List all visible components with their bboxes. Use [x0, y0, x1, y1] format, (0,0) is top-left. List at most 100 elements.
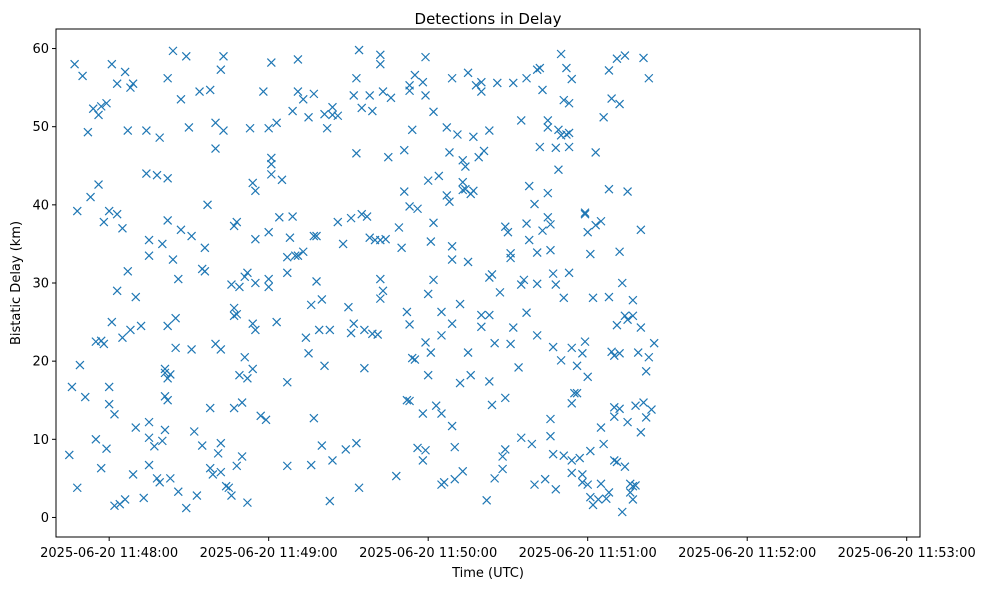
data-point	[328, 102, 337, 112]
data-point	[514, 362, 523, 372]
data-point	[250, 278, 260, 288]
data-point	[131, 423, 141, 433]
data-point	[240, 352, 250, 362]
data-point	[620, 311, 630, 321]
data-point	[293, 55, 303, 64]
data-point	[349, 319, 359, 329]
data-point	[463, 348, 473, 357]
data-point	[200, 243, 210, 253]
data-point	[155, 477, 165, 487]
data-point	[94, 180, 103, 189]
y-tick-label: 60	[32, 42, 49, 57]
data-point	[155, 133, 165, 143]
data-point	[503, 227, 513, 237]
data-point	[237, 398, 247, 407]
data-point	[466, 370, 476, 380]
data-point	[636, 427, 646, 437]
data-point	[615, 99, 625, 109]
data-point	[110, 501, 119, 511]
data-point	[250, 234, 260, 244]
data-point	[144, 433, 154, 443]
data-point	[410, 70, 420, 80]
data-point	[78, 71, 88, 81]
data-point	[282, 268, 292, 278]
data-point	[70, 59, 80, 69]
data-point	[229, 311, 239, 321]
data-point	[386, 93, 396, 103]
data-point	[216, 65, 226, 75]
y-tick-label: 0	[41, 511, 49, 526]
data-point	[487, 400, 497, 410]
data-point	[615, 348, 625, 358]
data-point	[402, 307, 412, 317]
data-point	[546, 245, 555, 255]
data-point	[357, 103, 367, 113]
data-point	[585, 249, 595, 259]
data-point	[447, 319, 457, 329]
data-point	[375, 50, 385, 60]
data-point	[184, 123, 194, 132]
data-point	[320, 361, 329, 371]
data-point	[596, 479, 606, 489]
data-point	[407, 125, 417, 135]
data-point	[617, 278, 627, 288]
data-point	[219, 126, 228, 136]
data-point	[447, 241, 457, 251]
data-point	[543, 188, 553, 198]
data-point	[516, 116, 526, 125]
data-point	[248, 364, 258, 374]
y-tick-label: 40	[32, 198, 49, 213]
data-point	[543, 212, 553, 222]
data-point	[216, 345, 226, 354]
data-point	[402, 395, 412, 405]
data-point	[458, 185, 468, 195]
data-point	[195, 87, 204, 96]
data-point	[596, 423, 606, 433]
data-point	[445, 148, 454, 157]
data-point	[463, 257, 473, 267]
data-point	[564, 142, 574, 152]
data-point	[612, 457, 622, 467]
data-point	[266, 58, 276, 68]
data-point	[131, 292, 141, 302]
data-point	[647, 405, 656, 415]
data-point	[378, 286, 388, 296]
data-point	[248, 178, 258, 188]
data-point	[418, 77, 428, 87]
data-point	[163, 73, 173, 83]
data-point	[301, 333, 311, 343]
data-points	[64, 45, 659, 517]
data-point	[567, 343, 577, 353]
data-point	[620, 51, 630, 60]
data-point	[192, 491, 202, 501]
data-point	[274, 212, 284, 222]
data-point	[112, 79, 122, 89]
data-point	[559, 451, 569, 461]
data-point	[160, 425, 170, 435]
data-point	[104, 382, 114, 392]
data-point	[519, 275, 529, 285]
data-point	[293, 251, 303, 261]
data-point	[532, 279, 542, 289]
data-point	[80, 392, 90, 402]
data-point	[601, 494, 611, 504]
data-point	[609, 351, 619, 361]
data-point	[455, 378, 465, 388]
data-point	[86, 192, 95, 202]
data-point	[498, 464, 508, 474]
data-point	[628, 481, 638, 491]
data-point	[556, 355, 566, 365]
data-point	[562, 63, 571, 73]
data-point	[506, 248, 516, 258]
data-point	[623, 187, 632, 196]
data-point	[620, 462, 630, 472]
data-point	[532, 65, 542, 75]
data-point	[136, 321, 146, 331]
data-point	[556, 49, 566, 59]
data-point	[72, 206, 82, 216]
data-point	[405, 396, 414, 406]
data-point	[484, 126, 494, 136]
data-point	[256, 411, 266, 421]
data-point	[120, 495, 130, 504]
data-point	[429, 275, 438, 285]
